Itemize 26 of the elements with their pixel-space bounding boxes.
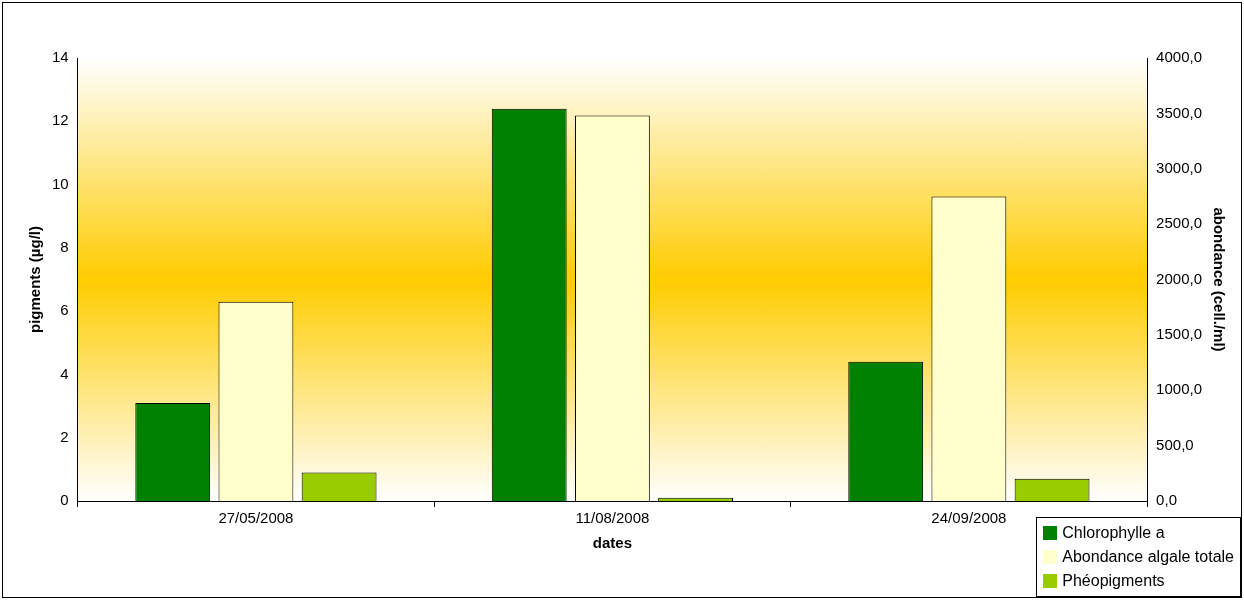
x-tick-label: 24/09/2008 <box>931 509 1007 527</box>
y-tick-label: 10 <box>52 174 69 192</box>
x-tick-label: 27/05/2008 <box>218 509 294 527</box>
y-tick-label: 12 <box>52 111 69 129</box>
y2-tick-label: 4000,0 <box>1156 48 1203 66</box>
y2-tick-label: 1500,0 <box>1156 325 1203 343</box>
legend-label: Phéopigments <box>1062 571 1165 591</box>
y-axis-title: pigments (µg/l) <box>26 226 44 333</box>
y-tick-label: 0 <box>60 491 69 509</box>
y-tick-label: 6 <box>60 301 69 319</box>
y2-axis-title: abondance (cell./ml) <box>1210 207 1228 352</box>
y2-tick-label: 3500,0 <box>1156 103 1203 121</box>
y2-tick-label: 1000,0 <box>1156 380 1203 398</box>
y-tick-label: 4 <box>60 364 69 382</box>
y2-tick-label: 2000,0 <box>1156 269 1203 287</box>
y-tick-label: 14 <box>52 48 69 66</box>
y-tick-label: 8 <box>60 238 69 255</box>
y2-tick-label: 3000,0 <box>1156 158 1203 176</box>
x-tick-label: 11/08/2008 <box>575 509 650 527</box>
y2-tick-label: 2500,0 <box>1156 214 1203 232</box>
y2-tick-label: 500,0 <box>1156 435 1194 453</box>
legend-label: Abondance algale totale <box>1062 547 1234 567</box>
legend-label: Chlorophylle a <box>1062 523 1165 543</box>
y-tick-label: 2 <box>60 427 69 445</box>
y2-tick-label: 0,0 <box>1156 491 1177 509</box>
x-axis-title: dates <box>592 534 632 552</box>
